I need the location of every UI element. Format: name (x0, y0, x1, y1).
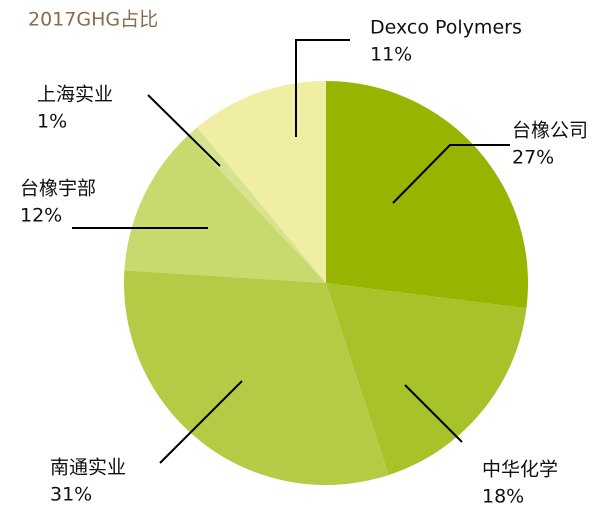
slice-value-label: 18% (482, 486, 524, 508)
slice-label: 台橡宇部 (20, 178, 96, 200)
slice-label: 台橡公司 (512, 120, 588, 142)
leader-line (159, 380, 243, 464)
pie-slice (187, 127, 326, 283)
slice-label: 中华化学 (482, 459, 558, 481)
leader-line (295, 39, 350, 137)
pie-slice (123, 270, 389, 485)
leader-line (392, 144, 510, 204)
pie-slice (124, 135, 327, 283)
leader-line (404, 384, 463, 443)
slice-value-label: 1% (37, 111, 67, 133)
pie-slice (326, 283, 527, 476)
pie-slice (197, 81, 326, 283)
slice-label: 上海实业 (37, 84, 113, 106)
slice-value-label: 31% (50, 484, 92, 506)
chart-title: 2017GHG占比 (28, 9, 158, 31)
slice-value-label: 11% (370, 44, 412, 66)
slice-value-label: 27% (512, 147, 554, 169)
pie-slice (326, 81, 529, 309)
slice-value-label: 12% (20, 205, 62, 227)
slice-label: Dexco Polymers (370, 17, 522, 39)
slice-label: 南通实业 (50, 457, 126, 479)
leader-line (147, 94, 221, 167)
